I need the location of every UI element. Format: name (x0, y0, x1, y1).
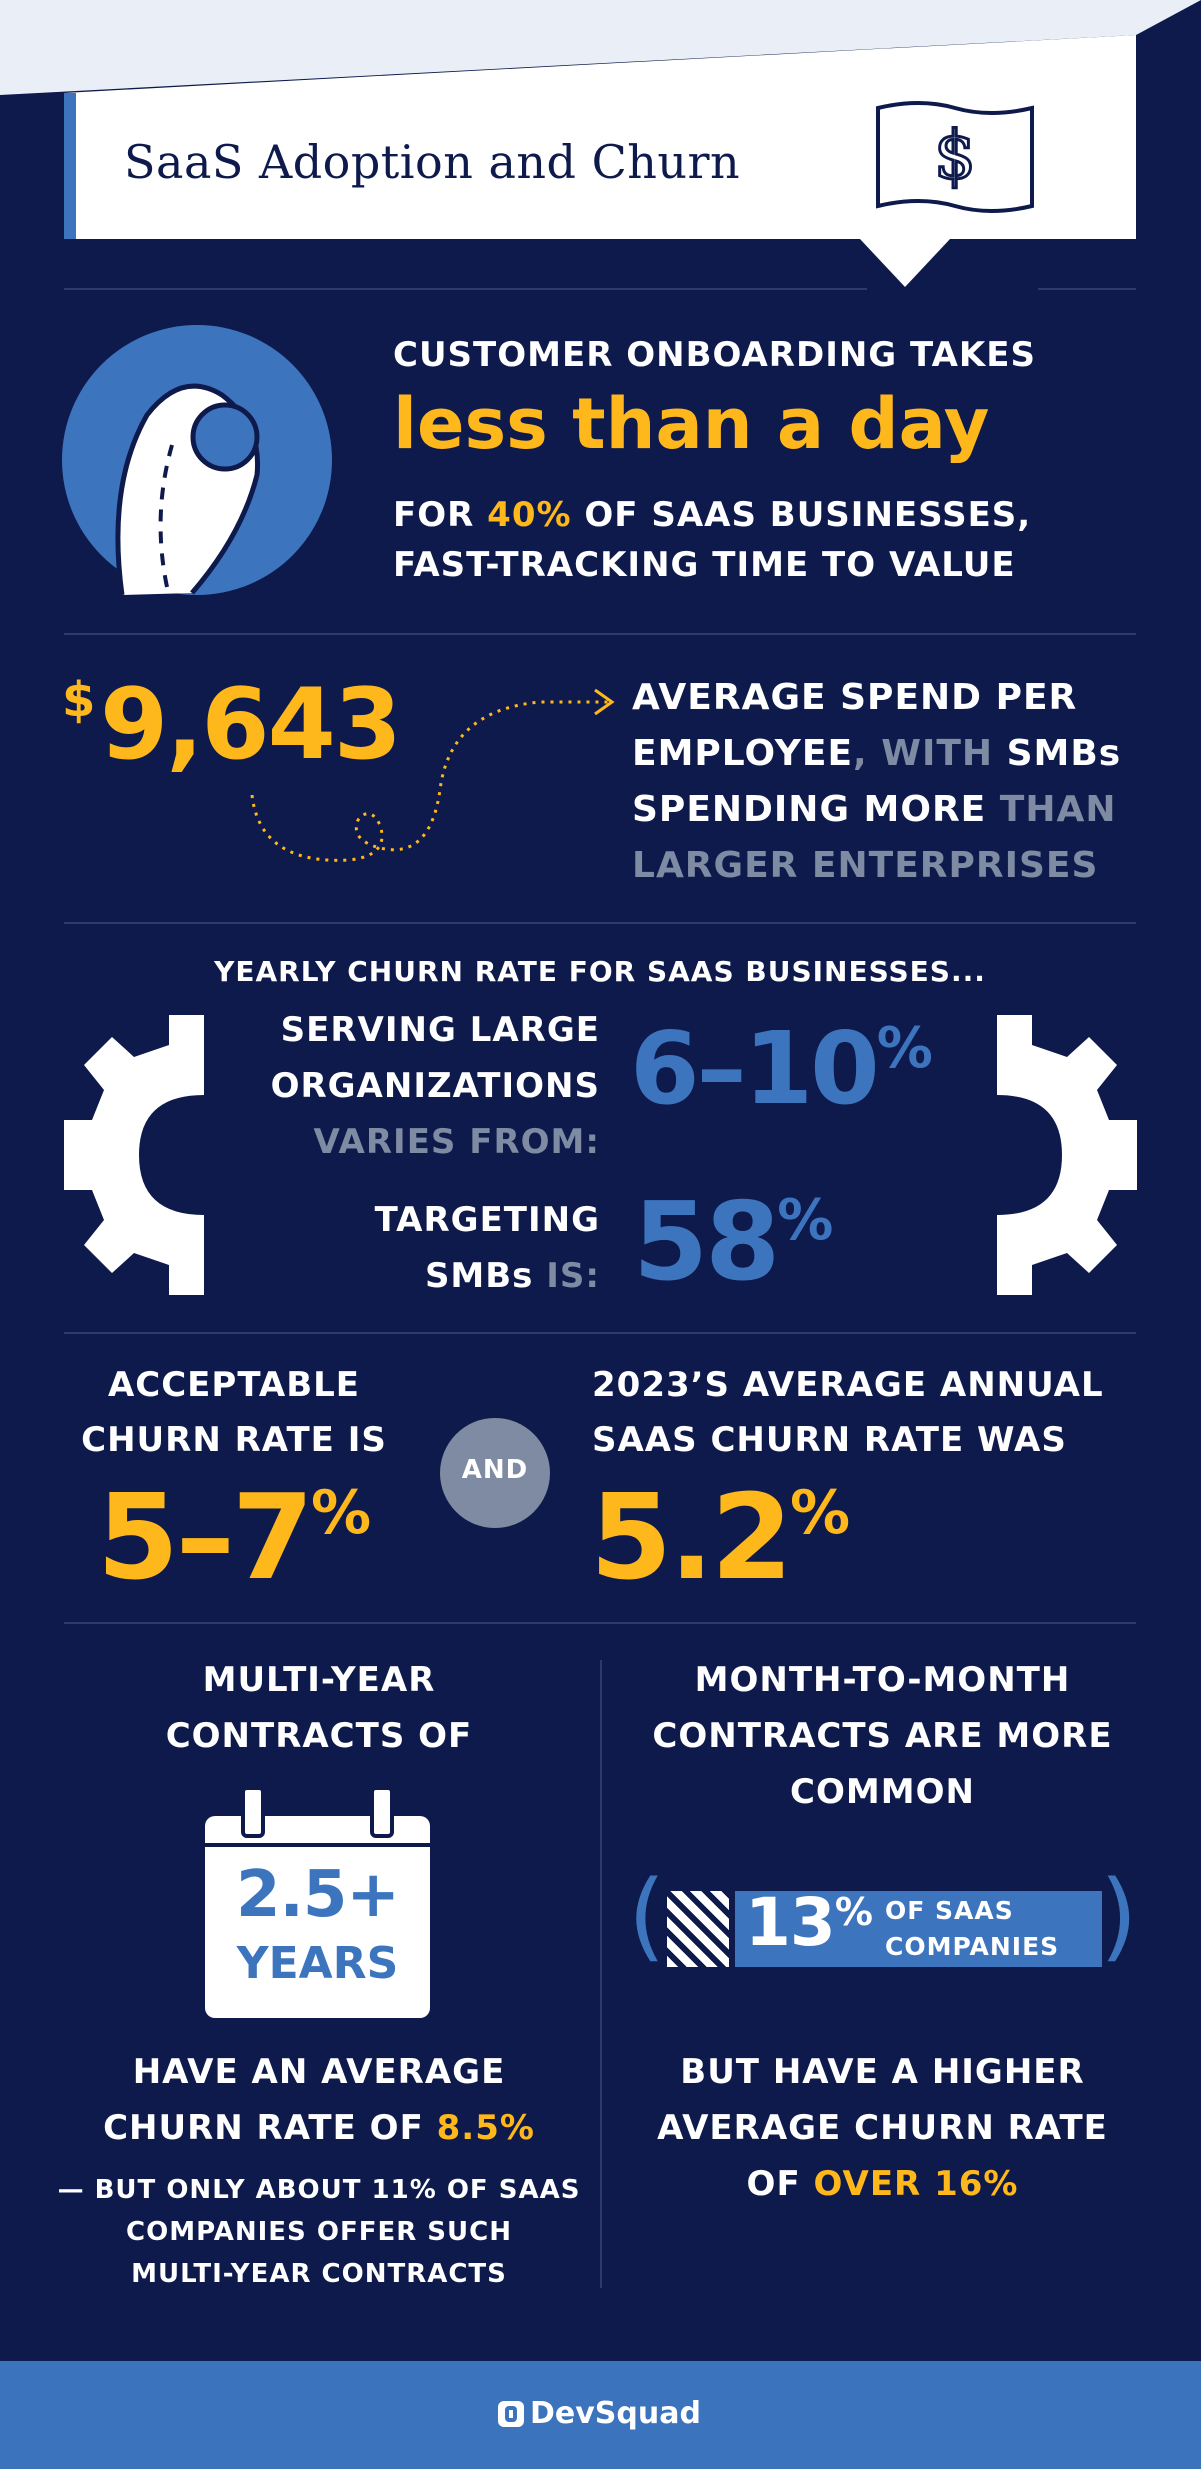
acceptable-value: 5–7% (96, 1468, 372, 1606)
onboarding-line3: FOR 40% OF SAAS BUSINESSES, (393, 495, 1032, 535)
divider (64, 1332, 1136, 1334)
divider (64, 633, 1136, 635)
and-label: AND (461, 1455, 529, 1485)
divider (64, 922, 1136, 924)
divider (1038, 288, 1136, 290)
and-badge (440, 1418, 550, 1528)
share-bar (662, 1886, 1107, 1972)
vertical-divider (600, 1660, 602, 2288)
calendar-icon (205, 1788, 430, 2018)
spend-line1: AVERAGE SPEND PER (632, 677, 1078, 718)
footer-band (0, 2361, 1201, 2469)
churn-yearly-heading: YEARLY CHURN RATE FOR SAAS BUSINESSES... (214, 955, 986, 988)
monthly-churn-line3: OF OVER 16% (746, 2164, 1019, 2204)
multi-year-line2: CONTRACTS OF (165, 1716, 473, 1756)
divider (64, 288, 867, 290)
avg-annual-value: 5.2% (590, 1468, 851, 1606)
divider (64, 1622, 1136, 1624)
avg-annual-line2: SAAS CHURN RATE WAS (592, 1420, 1067, 1460)
share-bar-remainder (735, 1891, 1102, 1967)
smb-line1: TARGETING (374, 1200, 600, 1240)
onboarding-line1: CUSTOMER ONBOARDING TAKES (393, 335, 1036, 375)
multi-year-note3: MULTI-YEAR CONTRACTS (131, 2259, 507, 2289)
large-org-line3: VARIES FROM: (313, 1122, 600, 1162)
title-card-shape (64, 35, 1136, 287)
smb-line2: SMBs IS: (424, 1256, 600, 1296)
onboarding-line4: FAST-TRACKING TIME TO VALUE (393, 545, 1016, 585)
dotted-arrow-icon (250, 688, 615, 862)
map-pin-road-icon (62, 325, 332, 595)
spend-line3: SPENDING MORE THAN (632, 789, 1117, 830)
smb-churn-value: 58% (633, 1180, 834, 1305)
multi-year-note1: — BUT ONLY ABOUT 11% OF SAAS (57, 2175, 581, 2205)
page-title: SaaS Adoption and Churn (124, 135, 741, 189)
acceptable-line2: CHURN RATE IS (81, 1420, 387, 1460)
monthly-churn-line1: BUT HAVE A HIGHER (680, 2052, 1085, 2092)
large-org-line2: ORGANIZATIONS (270, 1066, 600, 1106)
large-org-line1: SERVING LARGE (280, 1010, 600, 1050)
large-org-churn-value: 6–10% (630, 1010, 933, 1127)
svg-text:$: $ (934, 117, 976, 194)
dollar-bill-icon: $ (876, 101, 1034, 213)
share-bar-hatched (667, 1891, 729, 1967)
calendar-unit: YEARS (236, 1938, 399, 1989)
gear-left-icon (64, 1015, 204, 1295)
avg-annual-line1: 2023’S AVERAGE ANNUAL (592, 1365, 1104, 1405)
acceptable-line1: ACCEPTABLE (107, 1365, 361, 1405)
footer-brand[interactable]: DevSquad (530, 2396, 701, 2431)
bracket-left-icon: ( (628, 1860, 666, 1972)
spend-amount: 9,643 (100, 668, 402, 782)
multi-year-note2: COMPANIES OFFER SUCH (126, 2217, 512, 2247)
share-bar-value: 13% (745, 1884, 873, 1961)
multi-year-churn-line1: HAVE AN AVERAGE (132, 2052, 506, 2092)
spend-line4: LARGER ENTERPRISES (632, 845, 1099, 886)
multi-year-line1: MULTI-YEAR (202, 1660, 436, 1700)
monthly-churn-line2: AVERAGE CHURN RATE (657, 2108, 1108, 2148)
calendar-value: 2.5+ (236, 1858, 400, 1932)
spend-currency: $ (62, 672, 96, 728)
monthly-line2: CONTRACTS ARE MORE (652, 1716, 1113, 1756)
share-bar-label1: OF SAAS (885, 1896, 1014, 1925)
spend-line2: EMPLOYEE, WITH SMBs (632, 733, 1122, 774)
gear-right-icon (997, 1015, 1137, 1295)
monthly-line1: MONTH-TO-MONTH (694, 1660, 1071, 1700)
multi-year-churn-line2: CHURN RATE OF 8.5% (103, 2108, 535, 2148)
onboarding-highlight: less than a day (393, 383, 990, 465)
share-bar-label2: COMPANIES (885, 1932, 1060, 1961)
monthly-line3: COMMON (790, 1772, 975, 1812)
devsquad-logo-icon (498, 2401, 524, 2427)
